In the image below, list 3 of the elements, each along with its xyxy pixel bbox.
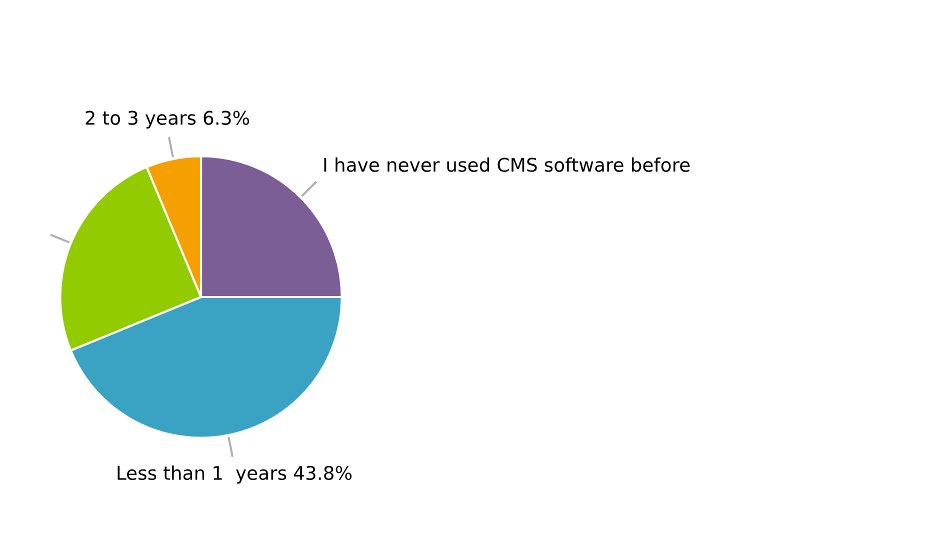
slice-label: I have never used CMS software before: [324, 157, 690, 172]
slice-label: 2 to 3 years 6.3%: [86, 110, 250, 129]
slice-label: Less than 1 years 43.8%: [118, 466, 352, 484]
